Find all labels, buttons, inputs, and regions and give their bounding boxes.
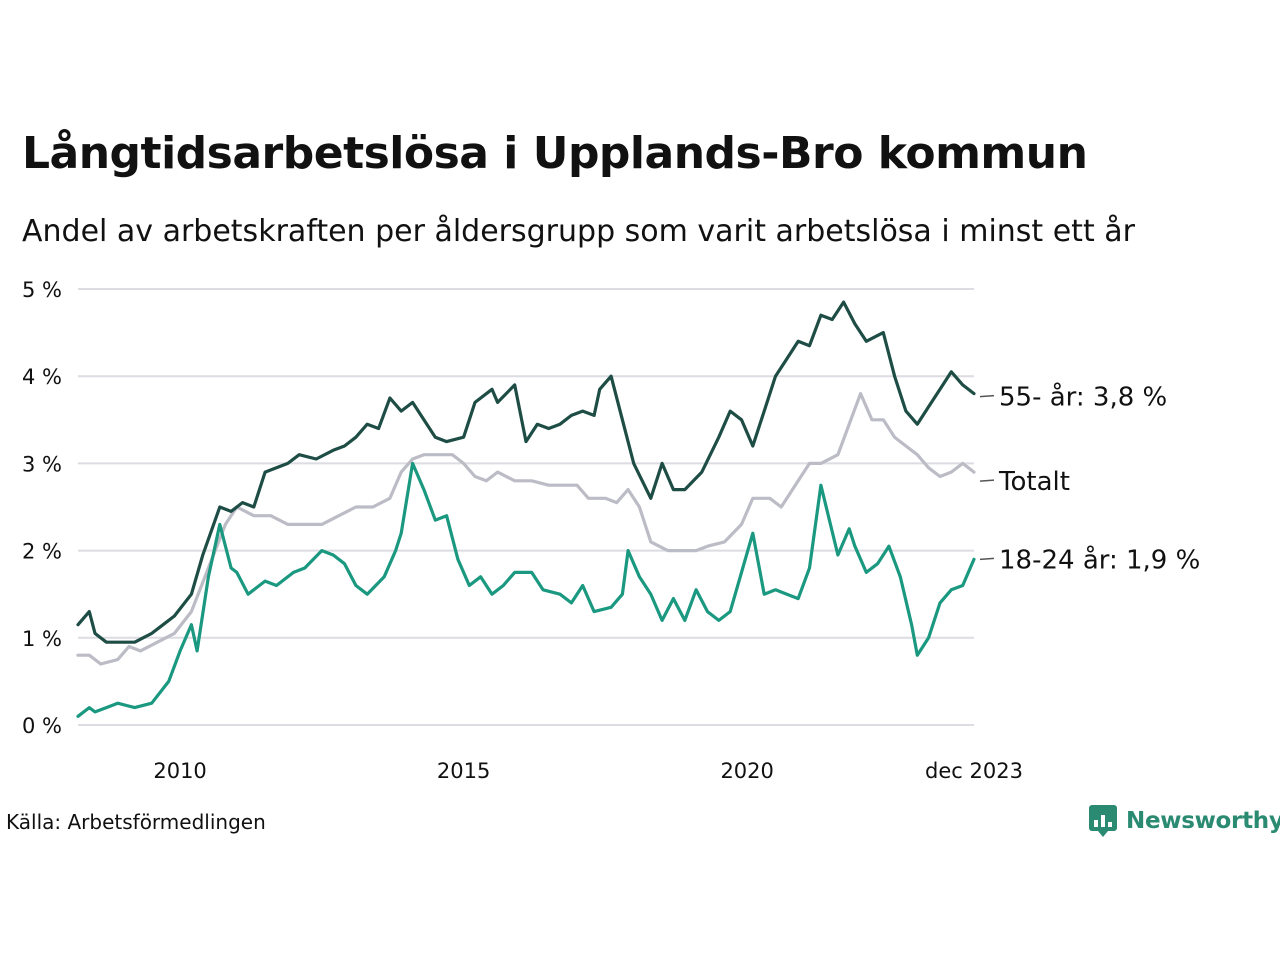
x-tick-label: 2010 [153,759,206,783]
brand: Newsworthy [1088,803,1280,839]
y-axis: 0 % 1 % 2 % 3 % 4 % 5 % [22,278,62,738]
label-connector [979,557,995,561]
x-tick-label: dec 2023 [925,759,1023,783]
line-chart: 0 %1 %2 %3 %4 %5 % 2010 2015 2020 dec 2023 … [22,278,1200,783]
y-tick-label: 1 % [22,627,62,651]
y-tick-label: 0 % [22,714,62,738]
series-line-55-r [76,300,976,644]
x-axis: 2010 2015 2020 dec 2023 [153,759,1023,783]
series-lines [76,300,976,718]
y-tick-label: 2 % [22,540,62,564]
series-label: 55- år: 3,8 % [999,382,1167,413]
x-tick-label: 2015 [437,759,490,783]
series-line-18-24-r [76,461,976,718]
brand-name: Newsworthy [1126,808,1280,834]
chart-title: Långtidsarbetslösa i Upplands-Bro kommun [22,128,1088,179]
series-labels: 55- år: 3,8 % Totalt 18-24 år: 1,9 % [979,382,1200,575]
source-note: Källa: Arbetsförmedlingen [6,810,266,834]
chart-subtitle: Andel av arbetskraften per åldersgrupp s… [22,214,1135,249]
y-tick-label: 3 % [22,452,62,476]
newsworthy-logo-icon [1089,805,1117,837]
series-label: Totalt [998,467,1070,497]
grid-lines [78,288,974,726]
label-connector [979,394,995,398]
series-label: 18-24 år: 1,9 % [999,544,1200,575]
x-tick-label: 2020 [720,759,773,783]
label-connector [979,479,995,482]
y-tick-label: 4 % [22,365,62,389]
y-tick-label: 5 % [22,278,62,302]
